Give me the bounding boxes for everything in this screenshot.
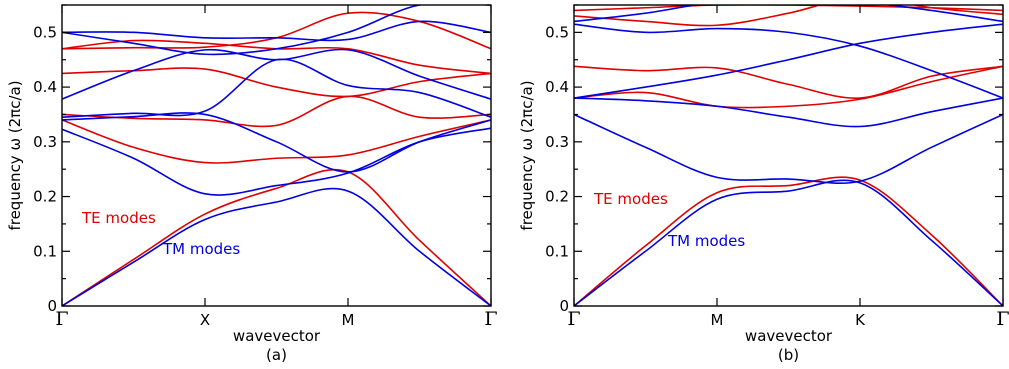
x-tick-label: K [855, 311, 866, 329]
band-line-9 [62, 58, 491, 118]
panel-label: (a) [266, 346, 287, 364]
band-line-4 [62, 11, 491, 50]
band-line-10 [574, 5, 1003, 23]
y-tick-label: 0.5 [33, 23, 57, 41]
band-line-1 [574, 65, 1003, 109]
y-axis-title: frequency ω (2πc/a) [518, 80, 536, 230]
band-line-2 [62, 95, 491, 128]
x-tick-label: Γ [996, 308, 1009, 330]
y-tick-label: 0.2 [545, 188, 569, 206]
band-line-8 [574, 23, 1003, 99]
x-tick-label: Γ [55, 308, 68, 330]
y-tick-label: 0.3 [545, 133, 569, 151]
x-tick-label: Γ [567, 308, 580, 330]
band-line-5 [62, 39, 491, 75]
panel-label: (b) [778, 346, 799, 364]
band-line-4 [574, 5, 1003, 12]
y-tick-label: 0.3 [33, 133, 57, 151]
band-line-3 [62, 67, 491, 98]
band-line-0 [62, 168, 491, 306]
y-axis-title: frequency ω (2πc/a) [6, 80, 24, 230]
band-line-3 [574, 5, 1003, 27]
x-tick-label: Γ [484, 308, 497, 330]
band-line-12 [62, 5, 491, 56]
band-line-8 [62, 112, 491, 173]
y-tick-label: 0.1 [33, 242, 57, 260]
y-tick-label: 0 [559, 297, 569, 315]
band-line-6 [574, 113, 1003, 184]
band-line-10 [62, 48, 491, 100]
te-modes-label: TE modes [81, 209, 156, 227]
band-series-group [62, 5, 491, 306]
tm-modes-label: TM modes [667, 232, 745, 250]
band-line-1 [62, 119, 491, 164]
band-line-9 [574, 23, 1003, 99]
band-line-11 [62, 20, 491, 42]
x-tick-label: X [200, 311, 210, 329]
te-modes-label: TE modes [593, 190, 668, 208]
y-tick-label: 0 [47, 297, 57, 315]
x-axis-title: wavevector [745, 327, 833, 345]
band-line-7 [574, 97, 1003, 128]
band-line-0 [574, 176, 1003, 306]
y-tick-label: 0.1 [545, 242, 569, 260]
x-tick-label: M [711, 311, 724, 329]
x-tick-label: M [342, 311, 355, 329]
x-axis-title: wavevector [233, 327, 321, 345]
y-tick-label: 0.4 [33, 78, 57, 96]
band-series-group [574, 5, 1003, 306]
plot-frame [573, 4, 1004, 307]
plot-frame [61, 4, 492, 307]
y-tick-label: 0.5 [545, 23, 569, 41]
band-line-2 [574, 65, 1003, 99]
y-tick-label: 0.2 [33, 188, 57, 206]
y-tick-label: 0.4 [545, 78, 569, 96]
band-line-6 [62, 187, 491, 306]
band-line-7 [62, 127, 491, 196]
tm-modes-label: TM modes [162, 240, 240, 258]
band-line-5 [574, 179, 1003, 306]
